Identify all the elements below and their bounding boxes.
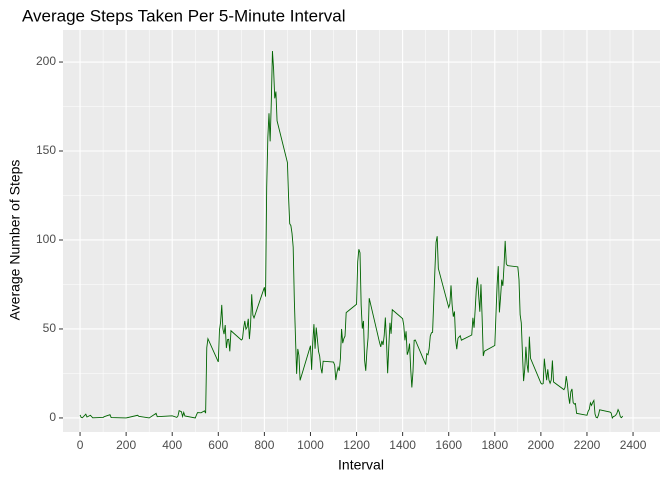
x-tick-label: 2000: [528, 438, 555, 452]
y-tick-label: 100: [36, 232, 56, 246]
y-tick-label: 200: [36, 54, 56, 68]
y-axis-title: Average Number of Steps: [7, 160, 23, 321]
x-tick-label: 1000: [297, 438, 324, 452]
x-tick-label: 800: [254, 438, 274, 452]
x-tick-label: 1600: [435, 438, 462, 452]
x-tick-label: 200: [116, 438, 136, 452]
x-tick-label: 1400: [389, 438, 416, 452]
y-tick-label: 0: [49, 410, 56, 424]
x-tick-label: 400: [162, 438, 182, 452]
x-tick-label: 0: [77, 438, 84, 452]
panel: [63, 30, 660, 432]
x-tick-label: 2400: [620, 438, 647, 452]
y-tick-label: 150: [36, 143, 56, 157]
x-tick-label: 1800: [481, 438, 508, 452]
x-tick-label: 600: [208, 438, 228, 452]
y-tick-label: 50: [43, 321, 57, 335]
series-line: [79, 50, 624, 419]
x-tick-label: 2200: [574, 438, 601, 452]
x-tick-label: 1200: [343, 438, 370, 452]
chart-title: Average Steps Taken Per 5-Minute Interva…: [22, 6, 346, 25]
x-axis-title: Interval: [338, 457, 384, 473]
